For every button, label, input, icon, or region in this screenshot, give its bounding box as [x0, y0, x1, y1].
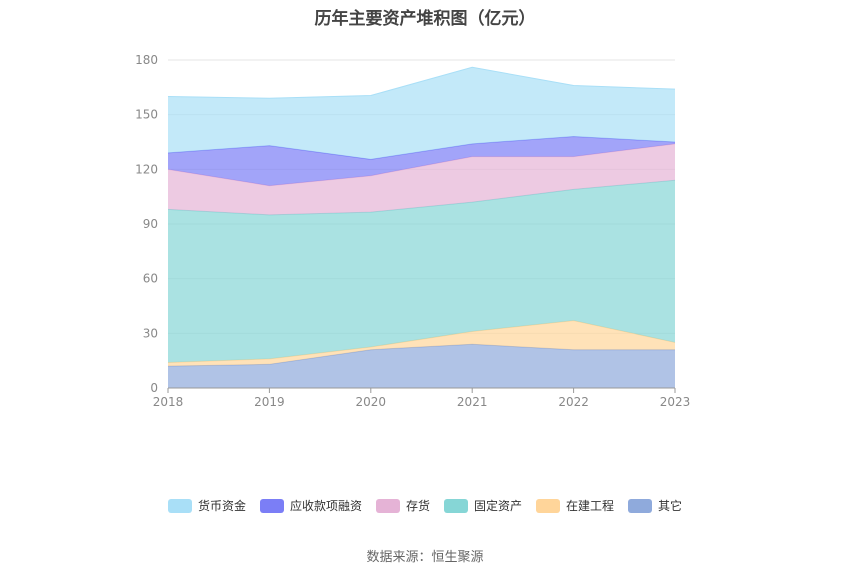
legend-item[interactable]: 存货	[375, 497, 430, 514]
x-tick-label: 2023	[660, 395, 691, 409]
area-series-3	[168, 143, 675, 215]
y-tick-label: 180	[135, 53, 158, 67]
legend-swatch	[259, 498, 284, 513]
area-series-0	[168, 344, 675, 388]
legend-swatch	[628, 498, 653, 513]
y-tick-label: 30	[143, 326, 158, 340]
legend-label: 应收款项融资	[289, 499, 362, 513]
data-source: 数据来源：恒生聚源	[366, 550, 484, 565]
legend-item[interactable]: 货币资金	[167, 497, 246, 514]
legend-item[interactable]: 应收款项融资	[259, 497, 362, 514]
y-tick-label: 120	[135, 162, 158, 176]
x-tick-label: 2022	[558, 395, 589, 409]
area-series-4	[168, 136, 675, 186]
legend-label: 其它	[658, 499, 683, 513]
legend-label: 存货	[405, 499, 430, 513]
area-edge-series-2	[167, 179, 676, 216]
y-tick-label: 60	[143, 272, 158, 286]
legend-label: 在建工程	[566, 499, 615, 513]
legend-label: 货币资金	[197, 499, 246, 513]
x-tick-label: 2019	[254, 395, 285, 409]
x-tick-label: 2021	[457, 395, 488, 409]
area-series-5	[168, 67, 675, 160]
chart-legend: 货币资金 应收款项融资 存货 固定资产 在建工程 其它	[0, 497, 850, 514]
legend-label: 固定资产	[474, 499, 523, 513]
legend-swatch	[167, 498, 192, 513]
legend-item[interactable]: 在建工程	[536, 497, 614, 514]
legend-swatch	[375, 498, 400, 513]
y-tick-label: 0	[150, 381, 158, 395]
legend-item[interactable]: 固定资产	[444, 497, 522, 514]
x-tick-label: 2018	[153, 395, 184, 409]
area-series-1	[168, 320, 675, 367]
legend-item[interactable]: 其它	[628, 497, 682, 514]
x-tick-label: 2020	[356, 395, 387, 409]
legend-swatch	[444, 498, 468, 513]
y-tick-label: 150	[135, 108, 158, 122]
legend-swatch	[536, 498, 561, 513]
area-series-2	[168, 180, 675, 363]
area-edge-series-5	[167, 66, 676, 99]
stacked-area-chart: 0 30 60 90 120 150 180 2018 2019 2020 2021 2022 2023	[135, 53, 691, 409]
chart-title: 历年主要资产堆积图（亿元）	[314, 9, 536, 29]
y-tick-label: 90	[143, 217, 158, 231]
